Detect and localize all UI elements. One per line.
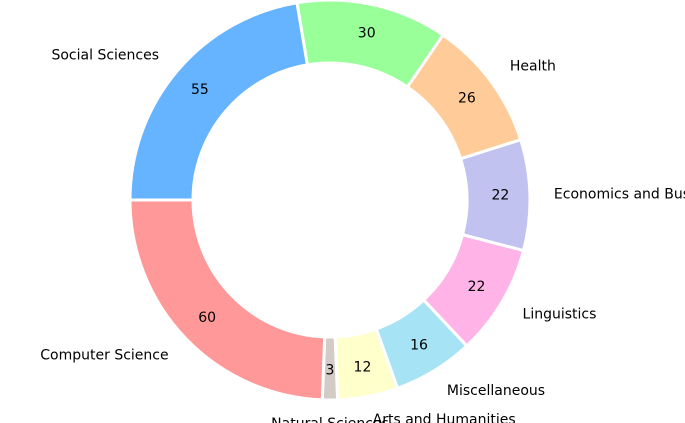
value-label-economics-and-business: 22 xyxy=(492,188,510,204)
category-label-social-sciences: Social Sciences xyxy=(51,47,159,63)
slice-computer-science xyxy=(128,198,327,402)
donut-slices xyxy=(128,0,532,402)
value-label-linguistics: 22 xyxy=(468,279,486,295)
category-label-economics-and-business: Economics and Business xyxy=(554,186,685,202)
category-label-linguistics: Linguistics xyxy=(523,306,597,322)
slice-social-sciences xyxy=(128,1,309,202)
category-label-arts-and-humanities: Arts and Humanities xyxy=(373,412,516,423)
value-label-miscellaneous: 16 xyxy=(410,337,428,353)
value-label-arts-and-humanities: 12 xyxy=(354,359,372,375)
value-label-computer-science: 60 xyxy=(198,310,216,326)
category-label-natural-sciences: Natural Sciences xyxy=(271,416,389,423)
category-label-computer-science: Computer Science xyxy=(40,347,168,363)
value-label-health: 26 xyxy=(458,90,476,106)
value-label-natural-sciences: 3 xyxy=(326,363,335,379)
donut-labels: 60 Computer Science 3 Natural Sciences 12 Art… xyxy=(40,26,685,423)
value-label-social-sciences: 55 xyxy=(191,82,209,98)
category-label-miscellaneous: Miscellaneous xyxy=(447,383,545,399)
value-label-computer-vision: 30 xyxy=(358,26,376,42)
category-label-health: Health xyxy=(510,58,556,74)
